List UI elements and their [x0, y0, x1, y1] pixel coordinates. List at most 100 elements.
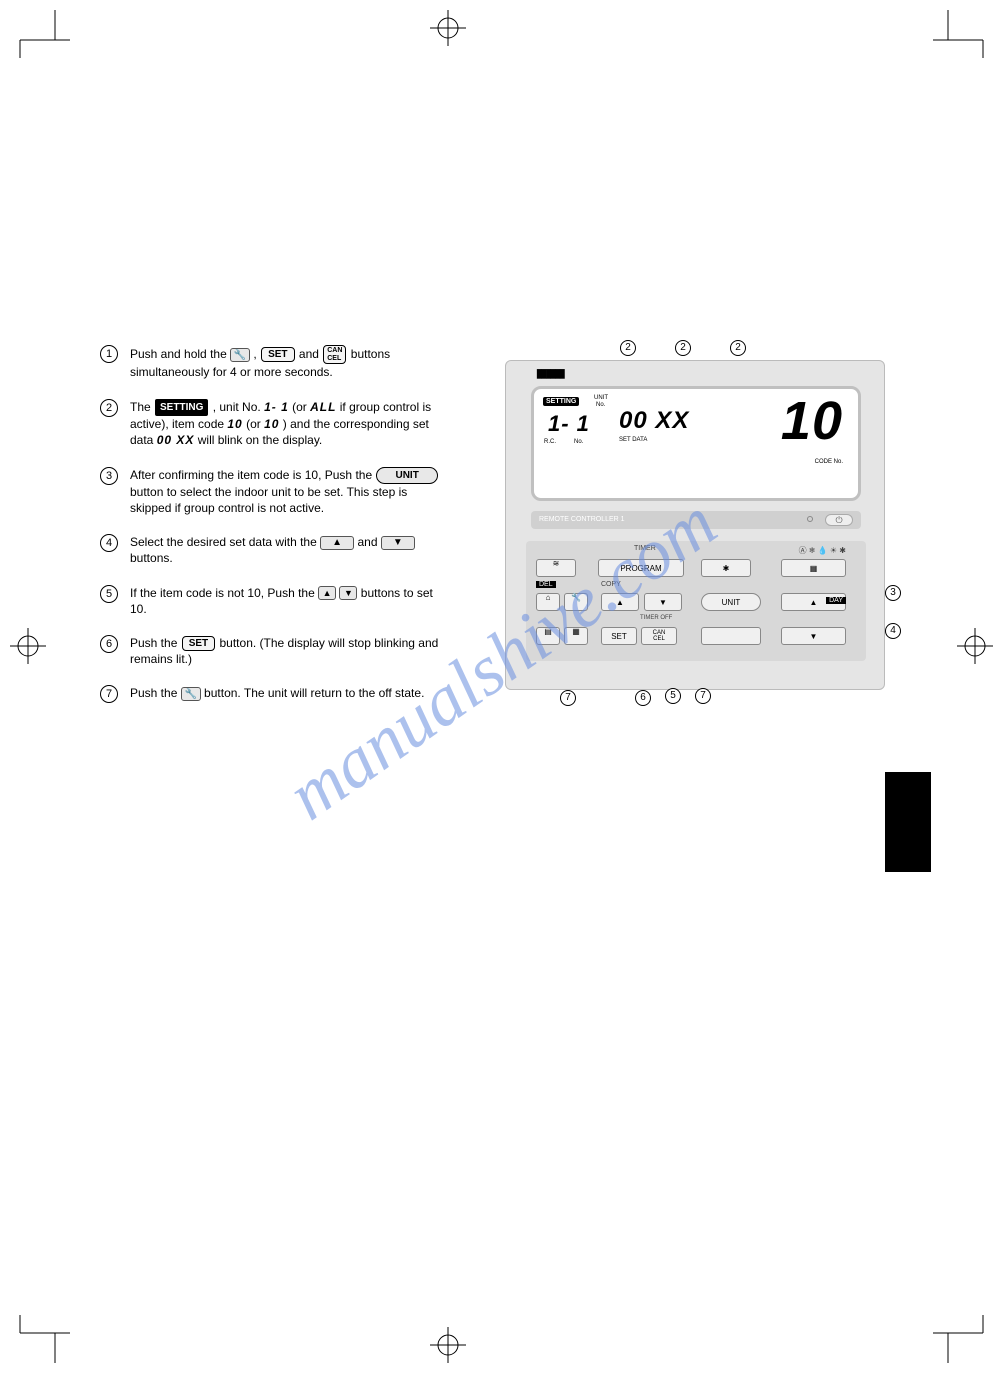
step-3-text-a: After confirming the item code is 10, Pu…	[130, 468, 375, 482]
remote-diagram-column: 2 2 2 3 4 5 6 7 7 ▮▮▮▮▮▮	[480, 360, 910, 690]
step-1-text-c: and	[299, 347, 322, 361]
step-2-text-a: The	[130, 400, 154, 414]
segment-setdata: 00 XX	[157, 433, 195, 447]
segment-ten-alt: 10	[264, 417, 279, 431]
cancel-button-icon: CANCEL	[323, 345, 346, 364]
down-button-icon: ▼	[381, 536, 415, 550]
instructions-column: 1 Push and hold the 🔧 , SET and CANCEL b…	[100, 345, 450, 720]
step-1-text-b: ,	[253, 347, 260, 361]
step-number: 2	[100, 399, 118, 417]
temp-down-button[interactable]: ▼	[781, 627, 846, 645]
copy-up-button[interactable]: ▲	[601, 593, 639, 611]
remote-controller: ▮▮▮▮▮▮ SETTING UNIT No. 1- 1 R.C. No. 00…	[505, 360, 885, 690]
set-button-icon: SET	[182, 636, 215, 651]
callout-7: 7	[695, 688, 711, 704]
step-number: 1	[100, 345, 118, 363]
barcode-strip: ▮▮▮▮▮▮	[536, 366, 564, 380]
screen-set-data-label: SET DATA	[619, 437, 647, 443]
step-7-text-b: button. The unit will return to the off …	[204, 686, 424, 700]
crop-marks-bottom	[0, 1313, 1003, 1373]
step-number: 5	[100, 585, 118, 603]
unit-button-icon: UNIT	[376, 467, 437, 484]
lcd-screen: SETTING UNIT No. 1- 1 R.C. No. 00 XX SET…	[531, 386, 861, 501]
day-label: DAY	[826, 597, 846, 604]
wrench-button-icon: 🔧	[181, 687, 201, 701]
step-number: 4	[100, 534, 118, 552]
vent-button[interactable]	[701, 627, 761, 645]
wrench-button[interactable]: 🔧	[564, 593, 588, 611]
callout-2c: 2	[730, 340, 746, 356]
screen-setting-indicator: SETTING	[543, 397, 579, 406]
swing-button[interactable]: ≋	[536, 559, 576, 577]
filter-button[interactable]: ▤	[536, 627, 560, 645]
led-icon	[807, 516, 813, 522]
callout-5: 5	[665, 688, 681, 704]
screen-unit-no: 1- 1	[548, 411, 590, 437]
wrench-button-icon: 🔧	[230, 348, 250, 362]
fan-button[interactable]: ✱	[701, 559, 751, 577]
program-button[interactable]: PROGRAM	[598, 559, 684, 577]
remote-title-bar: REMOTE CONTROLLER 1 ⏻	[531, 511, 861, 529]
step-number: 6	[100, 635, 118, 653]
del-label: DEL	[536, 581, 556, 588]
segment-unit-no: 1- 1	[264, 400, 289, 414]
set-button[interactable]: SET	[601, 627, 637, 645]
set-button-icon: SET	[261, 347, 294, 362]
screen-no: No.	[574, 439, 583, 445]
crop-marks-top	[0, 0, 1003, 60]
screen-code-no-label: CODE No.	[815, 459, 843, 465]
step-2-text-c: (or	[292, 400, 310, 414]
step-2-text-g: will blink on the display.	[198, 433, 323, 447]
step-5: 5 If the item code is not 10, Push the ▲…	[100, 585, 450, 617]
copy-down-button[interactable]: ▼	[644, 593, 682, 611]
step-5-text-a: If the item code is not 10, Push the	[130, 586, 318, 600]
step-2: 2 The SETTING , unit No. 1- 1 (or ALL if…	[100, 399, 450, 449]
callout-2b: 2	[675, 340, 691, 356]
cancel-button[interactable]: CANCEL	[641, 627, 677, 645]
step-4-text-a: Select the desired set data with the	[130, 535, 320, 549]
callout-4: 4	[885, 623, 901, 639]
step-4: 4 Select the desired set data with the ▲…	[100, 534, 450, 566]
step-4-text-b: and	[357, 535, 380, 549]
step-7: 7 Push the 🔧 button. The unit will retur…	[100, 685, 450, 701]
up-button-icon: ▲	[320, 536, 354, 550]
copy-label: COPY	[601, 581, 621, 588]
segment-ten: 10	[227, 417, 242, 431]
power-button[interactable]: ⏻	[825, 514, 853, 526]
page-edge-tab	[885, 772, 931, 872]
segment-all: ALL	[310, 400, 336, 414]
step-1-text-a: Push and hold the	[130, 347, 230, 361]
button-panel: TIMER Ⓐ ❄ 💧 ☀ ✱ ≋ PROGRAM ✱ ▦ DEL COPY ⌂…	[526, 541, 866, 661]
grid-button[interactable]: ▦	[564, 627, 588, 645]
step-number: 7	[100, 685, 118, 703]
house-button[interactable]: ⌂	[536, 593, 560, 611]
callout-2: 2	[620, 340, 636, 356]
callout-7b: 7	[560, 690, 576, 706]
crop-mark-right-mid	[943, 628, 1003, 664]
screen-rc: R.C.	[544, 439, 556, 445]
setting-indicator: SETTING	[155, 399, 208, 417]
step-7-text-a: Push the	[130, 686, 181, 700]
down-small-button-icon: ▼	[339, 586, 357, 600]
screen-set-data: 00 XX	[619, 407, 689, 435]
screen-code-no: 10	[781, 397, 843, 446]
step-2-text-e: (or	[246, 417, 264, 431]
timer-label: TIMER	[634, 545, 656, 552]
up-small-button-icon: ▲	[318, 586, 336, 600]
step-3: 3 After confirming the item code is 10, …	[100, 467, 450, 517]
step-4-text-c: buttons.	[130, 551, 173, 565]
step-6: 6 Push the SET button. (The display will…	[100, 635, 450, 668]
step-3-text-b: button to select the indoor unit to be s…	[130, 485, 407, 515]
step-6-text-a: Push the	[130, 636, 181, 650]
step-number: 3	[100, 467, 118, 485]
crop-mark-left-mid	[0, 628, 60, 664]
screen-unit-label1: UNIT	[594, 395, 608, 401]
timer-off-label: TIMER OFF	[640, 615, 672, 621]
remote-title: REMOTE CONTROLLER 1	[539, 516, 625, 523]
callout-3: 3	[885, 585, 901, 601]
mode-button[interactable]: ▦	[781, 559, 846, 577]
modes-icons: Ⓐ ❄ 💧 ☀ ✱	[799, 545, 846, 556]
step-2-text-b: , unit No.	[213, 400, 264, 414]
callout-6: 6	[635, 690, 651, 706]
unit-button[interactable]: UNIT	[701, 593, 761, 611]
